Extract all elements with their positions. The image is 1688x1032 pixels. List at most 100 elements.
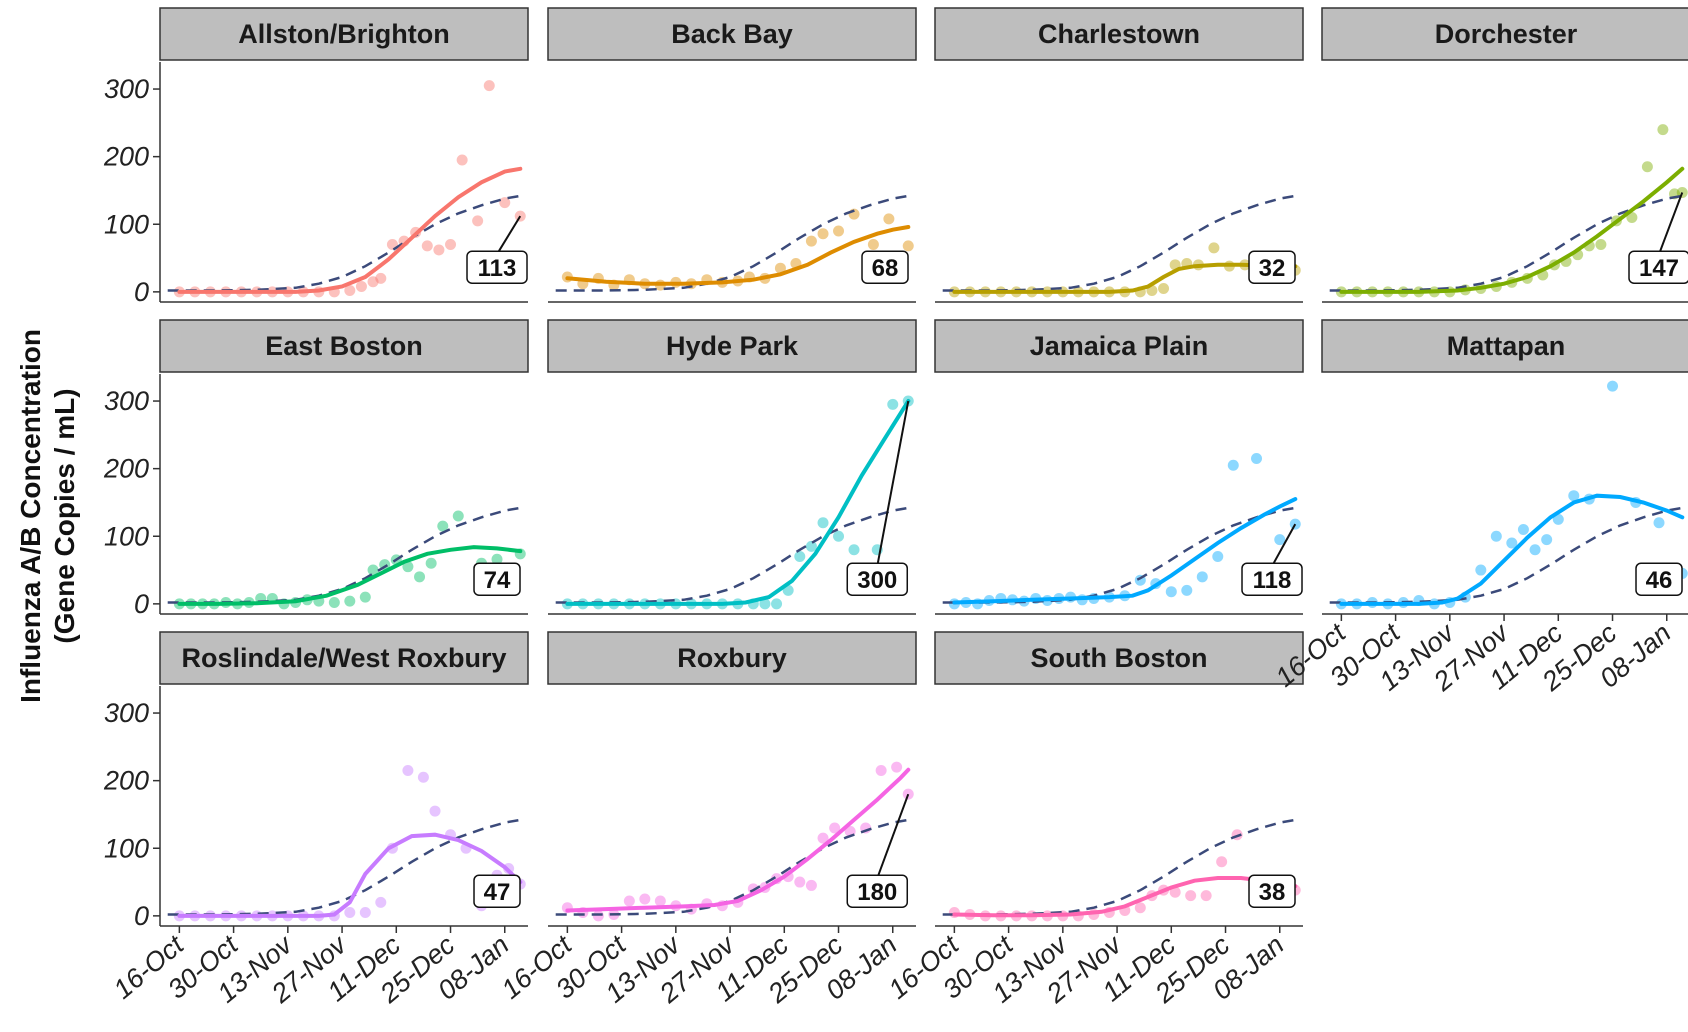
point-mattapan-9: [1475, 564, 1487, 576]
point-east-boston-14: [344, 595, 356, 607]
point-roslindale-west-roxbury-17: [429, 805, 441, 817]
point-jamaica-plain-23: [1274, 534, 1286, 546]
point-allston-brighton-11: [344, 285, 356, 297]
label-box-hyde-park: [846, 562, 909, 596]
strip-hyde-park: [547, 319, 917, 373]
label-value-roslindale-west-roxbury: 47: [484, 879, 511, 906]
strip-title-east-boston: East Boston: [265, 331, 423, 361]
strip-charlestown: [934, 7, 1304, 61]
fit-line-allston-brighton: [177, 166, 523, 294]
point-south-boston-16: [1185, 890, 1197, 902]
point-south-boston-17: [1200, 890, 1212, 902]
reference-curve-roxbury: [555, 818, 909, 916]
point-mattapan-15: [1552, 513, 1564, 525]
strip-dorchester: [1321, 7, 1688, 61]
point-jamaica-plain-22: [1251, 453, 1263, 465]
point-roxbury-17: [805, 879, 817, 891]
point-allston-brighton-13: [367, 276, 379, 288]
point-hyde-park-18: [817, 517, 829, 529]
panel-dorchester: Dorchester 147: [1321, 7, 1688, 298]
strip-title-mattapan: Mattapan: [1447, 331, 1566, 361]
y-tick-label-roslindale-west-roxbury-200: 200: [103, 766, 149, 796]
point-dorchester-22: [1657, 124, 1669, 136]
plot-area-hyde-park: [555, 395, 914, 610]
point-jamaica-plain-21: [1227, 459, 1239, 471]
strip-roxbury: [547, 631, 917, 685]
point-roslindale-west-roxbury-13: [375, 896, 387, 908]
point-hyde-park-14: [771, 598, 783, 610]
point-back-bay-17: [817, 228, 829, 240]
strip-back-bay: [547, 7, 917, 61]
point-mattapan-16: [1568, 490, 1580, 502]
panel-allston-brighton: Allston/Brighton 113: [159, 7, 529, 298]
point-south-boston-18: [1216, 856, 1228, 868]
fit-line-roxbury: [565, 767, 911, 913]
point-dorchester-21: [1641, 161, 1653, 173]
axes-layer: 0100200300010020030016-Oct30-Oct13-Nov27…: [103, 62, 1688, 1009]
y-tick-label-roslindale-west-roxbury-0: 0: [134, 901, 149, 931]
y-tick-label-east-boston-200: 200: [103, 454, 149, 484]
point-roxbury-5: [639, 893, 651, 905]
point-roslindale-west-roxbury-11: [344, 906, 356, 918]
point-mattapan-14: [1541, 534, 1553, 546]
label-leader-roxbury: [876, 793, 910, 879]
plot-area-east-boston: [167, 506, 526, 610]
y-tick-label-roslindale-west-roxbury-300: 300: [104, 698, 149, 728]
point-roslindale-west-roxbury-16: [417, 771, 429, 783]
label-box-roslindale-west-roxbury: [473, 874, 521, 908]
strip-allston-brighton: [159, 7, 529, 61]
y-tick-label-east-boston-0: 0: [134, 589, 149, 619]
label-leader-dorchester: [1658, 192, 1684, 255]
panels-layer: Allston/Brighton 113 Back Bay 68 Charlestown…: [159, 7, 1688, 922]
point-allston-brighton-24: [499, 197, 511, 209]
point-back-bay-21: [883, 213, 895, 225]
fit-line-hyde-park: [565, 399, 911, 606]
point-east-boston-15: [359, 591, 371, 603]
plot-area-jamaica-plain: [942, 453, 1301, 610]
panel-roxbury: Roxbury 180: [547, 631, 917, 922]
reference-curve-back-bay: [555, 194, 909, 292]
point-mattapan-11: [1506, 537, 1518, 549]
y-axis-label-line-2: (Gene Copies / mL): [49, 388, 80, 643]
plot-area-roslindale-west-roxbury: [167, 765, 526, 922]
point-back-bay-14: [774, 262, 786, 274]
point-allston-brighton-22: [472, 215, 484, 227]
strip-title-charlestown: Charlestown: [1038, 19, 1200, 49]
label-box-allston-brighton: [466, 250, 528, 284]
point-roxbury-23: [891, 761, 903, 773]
y-tick-label-allston-brighton-300: 300: [104, 74, 149, 104]
fit-line-east-boston: [177, 545, 523, 606]
point-south-boston-12: [1134, 902, 1146, 914]
panel-charlestown: Charlestown 32: [934, 7, 1304, 298]
panel-jamaica-plain: Jamaica Plain 118: [934, 319, 1304, 610]
point-charlestown-18: [1208, 242, 1220, 254]
point-jamaica-plain-17: [1165, 586, 1177, 598]
point-mattapan-10: [1490, 530, 1502, 542]
label-value-dorchester: 147: [1639, 255, 1679, 282]
point-roxbury-22: [875, 765, 887, 777]
point-hyde-park-16: [794, 551, 806, 563]
point-dorchester-18: [1595, 239, 1607, 251]
point-mattapan-13: [1529, 544, 1541, 556]
plot-area-charlestown: [942, 194, 1301, 298]
label-value-east-boston: 74: [484, 567, 511, 594]
strip-title-hyde-park: Hyde Park: [666, 331, 799, 361]
strip-roslindale-west-roxbury: [159, 631, 529, 685]
point-allston-brighton-18: [421, 240, 433, 252]
y-tick-label-east-boston-300: 300: [104, 386, 149, 416]
point-hyde-park-22: [887, 398, 899, 410]
strip-mattapan: [1321, 319, 1688, 373]
point-back-bay-18: [833, 225, 845, 237]
plot-area-back-bay: [555, 194, 914, 292]
panel-roslindale-west-roxbury: Roslindale/West Roxbury 47: [159, 631, 529, 922]
point-back-bay-16: [805, 235, 817, 247]
point-hyde-park-17: [805, 540, 817, 552]
plot-area-allston-brighton: [167, 80, 526, 298]
panel-south-boston: South Boston 38: [934, 631, 1304, 922]
point-mattapan-12: [1517, 523, 1529, 535]
y-tick-label-roslindale-west-roxbury-100: 100: [104, 833, 149, 863]
panel-east-boston: East Boston 74: [159, 319, 529, 610]
strip-jamaica-plain: [934, 319, 1304, 373]
point-charlestown-14: [1158, 282, 1170, 294]
point-east-boston-25: [491, 553, 503, 565]
